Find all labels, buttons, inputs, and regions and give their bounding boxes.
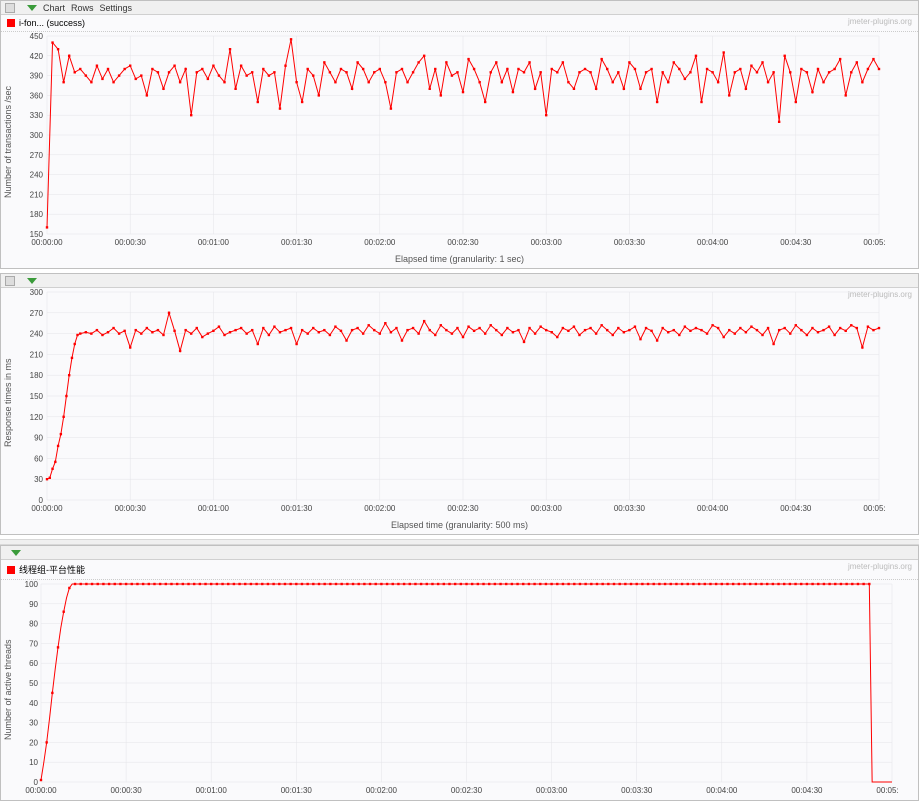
svg-text:00:00:00: 00:00:00 <box>31 238 63 247</box>
svg-text:50: 50 <box>29 679 38 688</box>
svg-text:00:02:30: 00:02:30 <box>447 504 479 513</box>
chart2-x-axis-title: Elapsed time (granularity: 500 ms) <box>1 518 918 534</box>
svg-text:100: 100 <box>25 580 39 589</box>
chart1-x-axis-title: Elapsed time (granularity: 1 sec) <box>1 252 918 268</box>
svg-text:00:03:30: 00:03:30 <box>621 786 653 795</box>
svg-text:00:04:00: 00:04:00 <box>697 238 729 247</box>
svg-text:150: 150 <box>30 392 44 401</box>
tps-chart-panel: Chart Rows Settings i-fon... (success) j… <box>0 0 919 269</box>
dropdown-icon[interactable] <box>27 5 37 11</box>
svg-text:00:02:30: 00:02:30 <box>447 238 479 247</box>
svg-text:30: 30 <box>29 719 38 728</box>
svg-text:00:04:00: 00:04:00 <box>706 786 738 795</box>
svg-text:00:01:00: 00:01:00 <box>198 238 230 247</box>
threads-chart-panel: 线程组-平台性能 jmeter-plugins.org Number of ac… <box>0 545 919 801</box>
response-time-chart-panel: jmeter-plugins.org Response times in ms … <box>0 273 919 535</box>
svg-text:00:01:00: 00:01:00 <box>198 504 230 513</box>
tab-settings[interactable]: Settings <box>100 3 133 13</box>
svg-text:00:04:30: 00:04:30 <box>791 786 823 795</box>
svg-text:00:03:30: 00:03:30 <box>614 238 646 247</box>
svg-text:00:00:00: 00:00:00 <box>25 786 57 795</box>
svg-text:00:03:00: 00:03:00 <box>536 786 568 795</box>
svg-text:00:01:30: 00:01:30 <box>281 238 313 247</box>
legend-swatch <box>7 19 15 27</box>
svg-text:00:05:00: 00:05:00 <box>863 238 885 247</box>
svg-text:240: 240 <box>30 171 44 180</box>
svg-text:20: 20 <box>29 738 38 747</box>
svg-text:300: 300 <box>30 288 44 297</box>
svg-text:90: 90 <box>34 434 43 443</box>
chart3-legend: 线程组-平台性能 <box>1 560 918 580</box>
chart3-y-axis-title: Number of active threads <box>1 580 15 800</box>
svg-text:00:05:00: 00:05:00 <box>863 504 885 513</box>
svg-text:00:00:30: 00:00:30 <box>115 238 147 247</box>
svg-text:390: 390 <box>30 72 44 81</box>
svg-text:00:03:00: 00:03:00 <box>531 238 563 247</box>
svg-text:00:03:30: 00:03:30 <box>614 504 646 513</box>
svg-text:270: 270 <box>30 151 44 160</box>
svg-text:270: 270 <box>30 309 44 318</box>
svg-text:40: 40 <box>29 699 38 708</box>
svg-text:300: 300 <box>30 131 44 140</box>
svg-text:240: 240 <box>30 330 44 339</box>
svg-text:330: 330 <box>30 111 44 120</box>
svg-text:180: 180 <box>30 371 44 380</box>
chart-toolbar <box>1 546 918 560</box>
chart2-y-axis-title: Response times in ms <box>1 288 15 518</box>
svg-text:70: 70 <box>29 639 38 648</box>
svg-text:00:02:00: 00:02:00 <box>366 786 398 795</box>
svg-text:00:04:30: 00:04:30 <box>780 238 812 247</box>
chart1-plot[interactable]: 15018021024027030033036039042045000:00:0… <box>15 32 918 252</box>
svg-text:360: 360 <box>30 91 44 100</box>
svg-text:00:04:00: 00:04:00 <box>697 504 729 513</box>
svg-text:420: 420 <box>30 52 44 61</box>
svg-text:00:02:00: 00:02:00 <box>364 238 396 247</box>
svg-text:120: 120 <box>30 413 44 422</box>
watermark: jmeter-plugins.org <box>848 562 912 571</box>
chart2-plot[interactable]: 030609012015018021024027030000:00:0000:0… <box>15 288 918 518</box>
chart3-plot[interactable]: 010203040506070809010000:00:0000:00:3000… <box>15 580 918 800</box>
toolbar-icon[interactable] <box>5 276 15 286</box>
svg-text:60: 60 <box>34 454 43 463</box>
dropdown-icon[interactable] <box>11 550 21 556</box>
svg-text:00:05:00: 00:05:00 <box>876 786 898 795</box>
chart1-legend: i-fon... (success) <box>1 15 918 32</box>
toolbar-icon[interactable] <box>5 3 15 13</box>
svg-text:210: 210 <box>30 190 44 199</box>
watermark: jmeter-plugins.org <box>848 17 912 26</box>
svg-text:00:00:00: 00:00:00 <box>31 504 63 513</box>
svg-text:90: 90 <box>29 600 38 609</box>
tab-rows[interactable]: Rows <box>71 3 94 13</box>
svg-text:00:00:30: 00:00:30 <box>115 504 147 513</box>
svg-text:10: 10 <box>29 758 38 767</box>
legend-label: i-fon... (success) <box>19 18 85 28</box>
svg-text:00:03:00: 00:03:00 <box>531 504 563 513</box>
svg-text:80: 80 <box>29 620 38 629</box>
legend-label: 线程组-平台性能 <box>19 563 85 576</box>
dropdown-icon[interactable] <box>27 278 37 284</box>
svg-text:210: 210 <box>30 350 44 359</box>
svg-text:30: 30 <box>34 475 43 484</box>
svg-text:00:04:30: 00:04:30 <box>780 504 812 513</box>
svg-text:450: 450 <box>30 32 44 41</box>
svg-text:00:00:30: 00:00:30 <box>111 786 143 795</box>
svg-text:00:02:00: 00:02:00 <box>364 504 396 513</box>
svg-text:00:01:30: 00:01:30 <box>281 786 313 795</box>
svg-text:00:01:30: 00:01:30 <box>281 504 313 513</box>
chart-toolbar: Chart Rows Settings <box>1 1 918 15</box>
svg-text:180: 180 <box>30 210 44 219</box>
tab-chart[interactable]: Chart <box>43 3 65 13</box>
chart1-y-axis-title: Number of transactions /sec <box>1 32 15 252</box>
svg-text:60: 60 <box>29 659 38 668</box>
svg-text:00:02:30: 00:02:30 <box>451 786 483 795</box>
legend-swatch <box>7 566 15 574</box>
chart-toolbar <box>1 274 918 288</box>
svg-text:00:01:00: 00:01:00 <box>196 786 228 795</box>
